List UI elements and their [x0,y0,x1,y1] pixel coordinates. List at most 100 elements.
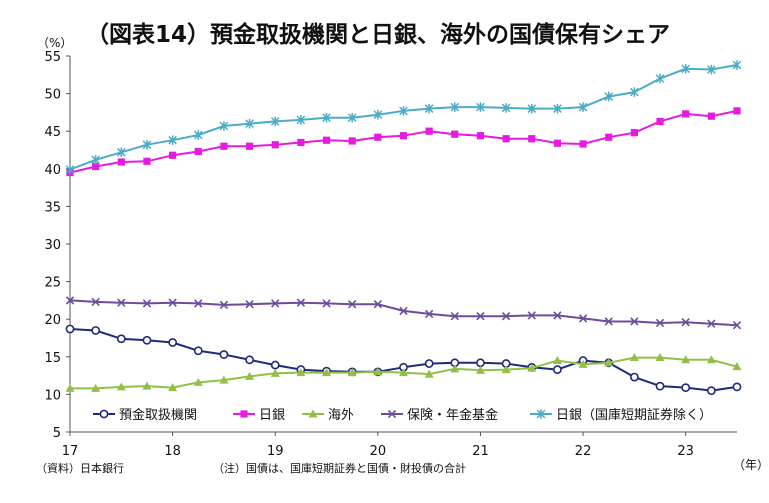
data-point [501,103,511,113]
data-point [527,363,537,372]
data-point [399,368,408,377]
data-point [553,139,562,147]
data-point [604,91,614,102]
data-point [553,311,562,320]
data-point [451,130,459,138]
series-4 [65,296,742,330]
data-point [245,299,254,309]
legend-swatch-marker [240,410,248,418]
y-tick-label: 40 [44,163,61,178]
data-point [732,362,742,371]
data-point [399,106,408,116]
data-point [578,102,588,112]
x-ticks: 17 18 19 20 21 22 23 [62,432,694,459]
legend: 預金取扱機関 日銀 海外 保険・年金基金 日銀（国庫短期証券除く） [93,407,712,423]
data-point [424,103,434,114]
data-point [552,356,562,365]
data-point [475,365,485,374]
data-point [65,324,75,334]
data-point [502,135,510,143]
data-point [65,383,75,392]
y-tick-label: 35 [44,200,61,215]
data-point [271,299,280,308]
data-point [168,135,177,146]
y-axis-label: （%） [37,36,72,50]
data-point [168,383,178,392]
data-point [116,334,126,344]
data-point [193,346,203,356]
data-point [450,312,459,321]
data-point [322,136,331,144]
legend-item: 日銀 [233,408,285,423]
data-point [142,381,152,390]
legend-item: 保険・年金基金 [381,407,498,423]
data-point [655,381,665,391]
data-point [219,121,229,131]
data-point [143,157,151,165]
series-3 [65,353,742,392]
data-point [630,317,639,326]
data-point [681,63,691,74]
y-tick-label: 30 [44,238,61,253]
data-point [91,383,101,392]
data-point [656,117,664,126]
y-tick-label: 25 [44,276,61,291]
x-tick-label: 18 [164,444,181,459]
data-point [578,314,588,323]
legend-swatch-marker [308,409,318,418]
data-point [347,112,357,123]
data-point [169,151,177,159]
data-point [271,141,279,149]
data-point [604,317,613,326]
data-point [322,299,331,308]
data-point [578,359,588,368]
y-tick-label: 50 [44,88,61,103]
data-point [681,355,691,364]
data-point [629,353,639,362]
data-point [373,109,383,120]
data-point [681,383,691,393]
series-1 [65,324,742,396]
data-point [707,112,715,120]
data-point [117,298,126,307]
data-point [245,371,255,380]
legend-swatch-marker [387,409,397,419]
data-point [296,368,306,377]
y-tick-label: 15 [44,351,61,366]
data-point [732,321,742,330]
data-point [399,306,408,316]
data-point [245,355,254,365]
data-point [373,299,383,309]
y-tick-label: 45 [44,125,61,140]
x-tick-label: 22 [575,444,592,459]
data-point [168,298,177,307]
legend-label: 保険・年金基金 [407,407,498,423]
data-point [501,365,511,374]
data-point [527,103,537,114]
data-point [707,319,716,328]
data-point [527,311,536,320]
data-point [476,312,485,321]
data-point [605,133,613,141]
chart-title: （図表14）預金取扱機関と日銀、海外の国債保有シェア [86,21,670,48]
data-point [681,318,690,327]
data-point [168,338,178,347]
data-point [142,139,152,150]
data-point [193,130,203,140]
data-point [476,358,485,368]
data-point [424,369,434,378]
data-point [296,298,306,307]
x-tick-label: 19 [267,444,284,459]
data-point [528,135,536,143]
legend-label: 海外 [328,408,354,423]
data-point [501,312,511,321]
y-tick-label: 20 [44,313,61,328]
data-point [706,355,716,364]
data-point [65,164,75,175]
legend-swatch-marker [99,409,109,419]
legend-item: 預金取扱機関 [93,407,197,423]
data-point [245,118,254,129]
data-point [732,60,742,70]
data-point [245,142,254,150]
x-tick-label: 21 [472,444,489,459]
